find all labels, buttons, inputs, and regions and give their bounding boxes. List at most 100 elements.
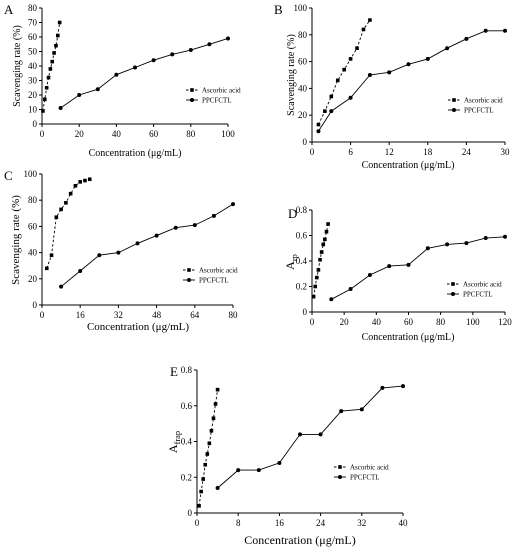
x-axis-title: Concentration (μg/mL) xyxy=(89,148,182,159)
data-point-ppcfctl xyxy=(211,213,216,218)
y-tick-label: 0.6 xyxy=(181,401,193,411)
data-point-ascorbic-acid xyxy=(329,94,334,99)
data-point-ppcfctl xyxy=(59,284,64,289)
legend-marker xyxy=(187,268,191,272)
y-axis-title: Arp xyxy=(283,254,299,270)
legend-label: Ascorbic acid xyxy=(463,281,502,289)
series-line-ppcfctl xyxy=(217,385,404,489)
x-axis-title: Concentration (μg/mL) xyxy=(362,160,455,171)
y-axis-title-subscript: frap xyxy=(173,431,182,444)
data-point-ascorbic-acid xyxy=(50,59,55,64)
x-tick-label: 80 xyxy=(186,129,196,139)
y-tick-label: 80 xyxy=(28,3,38,13)
data-point-ppcfctl xyxy=(445,242,450,247)
data-point-ascorbic-acid xyxy=(199,489,203,494)
y-tick-label: 0.4 xyxy=(181,437,193,447)
x-tick-label: 16 xyxy=(76,310,86,320)
y-tick-label: 80 xyxy=(298,30,308,40)
data-point-ascorbic-acid xyxy=(54,215,59,220)
data-point-ascorbic-acid xyxy=(207,441,212,446)
x-tick-label: 24 xyxy=(316,518,326,528)
y-tick-label: 30 xyxy=(28,76,38,86)
legend-label: PPCFCTL xyxy=(350,474,380,482)
data-point-ascorbic-acid xyxy=(315,275,319,280)
data-point-ppcfctl xyxy=(192,223,197,228)
y-axis-title: Scavenging rate (%) xyxy=(12,25,23,107)
data-point-ascorbic-acid xyxy=(323,237,327,242)
y-tick-label: 40 xyxy=(298,83,308,93)
x-tick-label: 100 xyxy=(466,317,480,327)
data-point-ppcfctl xyxy=(329,297,334,302)
data-point-ascorbic-acid xyxy=(78,180,82,184)
data-point-ppcfctl xyxy=(503,28,507,33)
x-tick-label: 48 xyxy=(152,310,162,320)
data-point-ppcfctl xyxy=(95,87,100,92)
data-point-ascorbic-acid xyxy=(41,109,45,113)
x-tick-label: 32 xyxy=(114,310,123,320)
data-point-ppcfctl xyxy=(116,250,121,255)
data-point-ppcfctl xyxy=(367,73,372,77)
data-point-ascorbic-acid xyxy=(42,97,47,102)
data-point-ppcfctl xyxy=(425,56,430,61)
data-point-ascorbic-acid xyxy=(49,253,54,258)
data-point-ppcfctl xyxy=(97,253,102,258)
y-tick-label: 0 xyxy=(33,300,38,310)
x-axis-title: Concentration (μg/mL) xyxy=(87,321,189,333)
data-point-ascorbic-acid xyxy=(321,242,326,247)
series-line-ppcfctl xyxy=(60,37,229,109)
series-line-ascorbic-acid xyxy=(46,178,90,269)
x-tick-label: 24 xyxy=(462,147,472,157)
data-point-ascorbic-acid xyxy=(316,122,321,127)
y-tick-label: 0.2 xyxy=(181,472,192,482)
x-tick-label: 32 xyxy=(357,518,366,528)
x-tick-label: 0 xyxy=(310,317,315,327)
series-line-ppcfctl xyxy=(331,236,506,300)
data-point-ppcfctl xyxy=(58,106,63,111)
legend-marker xyxy=(451,282,455,286)
data-point-ascorbic-acid xyxy=(213,402,218,406)
chart-panel-e: E 0 8 16 24 32 40 0 0.2 0.4 0.6 0.8 Concentration (μ… xyxy=(166,364,408,547)
y-tick-label: 0.4 xyxy=(296,256,308,266)
data-point-ascorbic-acid xyxy=(355,46,359,50)
y-tick-label: 20 xyxy=(298,110,308,120)
x-tick-label: 16 xyxy=(275,518,285,528)
y-tick-label: 0.2 xyxy=(296,282,307,292)
data-point-ascorbic-acid xyxy=(215,387,220,392)
series-line-ascorbic-acid xyxy=(42,22,61,112)
x-tick-label: 64 xyxy=(190,310,200,320)
data-point-ascorbic-acid xyxy=(87,177,92,182)
y-tick-label: 60 xyxy=(298,57,308,67)
x-tick-label: 80 xyxy=(436,317,446,327)
x-tick-label: 20 xyxy=(75,129,85,139)
data-point-ascorbic-acid xyxy=(316,268,321,272)
data-point-ascorbic-acid xyxy=(44,85,49,90)
data-point-ascorbic-acid xyxy=(46,75,51,80)
x-axis-title: Concentration (μg/mL) xyxy=(244,533,355,547)
data-point-ppcfctl xyxy=(483,236,488,241)
data-point-ascorbic-acid xyxy=(324,229,329,234)
data-point-ppcfctl xyxy=(464,241,469,246)
data-point-ascorbic-acid xyxy=(323,109,327,113)
data-point-ppcfctl xyxy=(277,460,282,465)
series-line-ascorbic-acid xyxy=(313,223,329,297)
data-point-ascorbic-acid xyxy=(68,191,73,196)
x-tick-label: 0 xyxy=(195,518,200,528)
data-point-ppcfctl xyxy=(406,62,411,67)
data-point-ppcfctl xyxy=(348,287,353,292)
data-point-ascorbic-acid xyxy=(59,207,63,212)
data-point-ppcfctl xyxy=(77,93,82,97)
data-point-ascorbic-acid xyxy=(342,67,346,72)
data-point-ppcfctl xyxy=(114,72,119,77)
panel-label-b: B xyxy=(274,2,283,17)
data-point-ppcfctl xyxy=(256,468,261,473)
legend-marker xyxy=(190,88,194,92)
legend-label: Ascorbic acid xyxy=(350,464,389,472)
legend-label: PPCFCTL xyxy=(464,107,494,115)
legend-marker xyxy=(452,108,456,112)
data-point-ppcfctl xyxy=(387,264,392,269)
data-point-ppcfctl xyxy=(425,246,430,251)
x-tick-label: 0 xyxy=(40,310,45,320)
data-point-ppcfctl xyxy=(133,65,137,70)
x-tick-label: 18 xyxy=(423,147,433,157)
data-point-ascorbic-acid xyxy=(54,43,58,48)
